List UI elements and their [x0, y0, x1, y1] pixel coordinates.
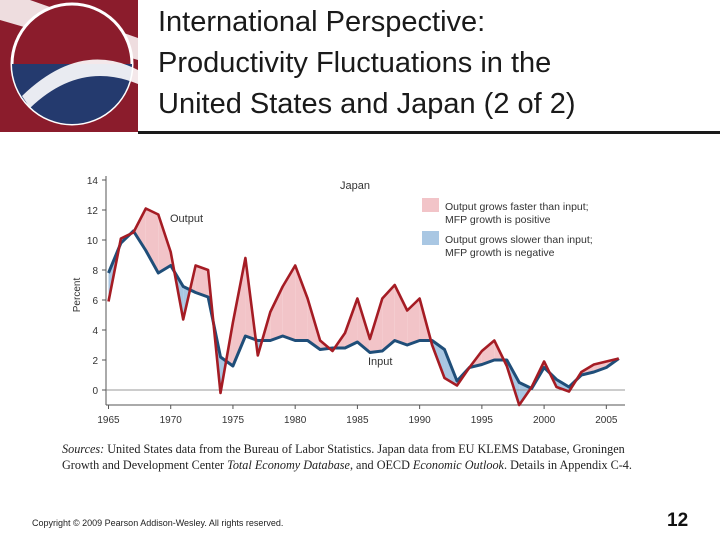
fill-positive [282, 265, 296, 341]
chart-labels: Japan Percent Output Input [72, 180, 392, 368]
fill-positive [270, 286, 283, 341]
sources-text-1: United States data from the Bureau of La… [62, 442, 625, 472]
axes: 0 2 4 6 8 10 12 14 1965 1970 1975 1980 1985 1990 1995 2… [87, 176, 625, 426]
legend-label-positive-line-2: MFP growth is positive [445, 214, 551, 226]
title-line-3: United States and Japan (2 of 2) [158, 88, 576, 120]
title-line-1: International Perspective: [158, 6, 486, 38]
input-annotation: Input [368, 356, 392, 368]
chart-container: 0 2 4 6 8 10 12 14 1965 1970 1975 1980 1985 1990 1995 2… [60, 160, 640, 440]
fill-positive [195, 265, 209, 297]
title-divider [138, 131, 720, 134]
output-annotation: Output [170, 213, 203, 225]
slide-title: International Perspective: Productivity … [158, 2, 718, 125]
legend-swatch-negative [422, 231, 439, 245]
sources-note: Sources: United States data from the Bur… [62, 441, 662, 473]
legend-label-negative-line-2: MFP growth is negative [445, 247, 555, 259]
x-tick-label: 1975 [222, 415, 245, 426]
y-tick-label: 8 [92, 266, 98, 277]
series-lines [107, 207, 620, 407]
copyright: Copyright © 2009 Pearson Addison-Wesley.… [32, 518, 284, 528]
output-line [107, 207, 620, 407]
y-tick-label: 6 [92, 296, 98, 307]
x-tick-label: 1965 [97, 415, 120, 426]
fill-positive [295, 265, 308, 341]
x-tick-label: 1980 [284, 415, 307, 426]
fill-negative [108, 247, 120, 302]
x-tick-label: 2005 [595, 415, 618, 426]
sources-text-3: . Details in Appendix C-4. [503, 458, 632, 472]
fill-positive [232, 258, 246, 366]
x-tick-label: 1985 [346, 415, 369, 426]
legend: Output grows faster than input; MFP grow… [422, 198, 593, 259]
x-tick-label: 1970 [160, 415, 183, 426]
page-number: 12 [667, 510, 689, 531]
fill-positive [133, 208, 146, 251]
y-tick-label: 14 [87, 176, 99, 187]
fill-positive [145, 208, 159, 273]
fill-positive [158, 214, 171, 273]
x-tick-label: 1995 [471, 415, 494, 426]
fill-negative [257, 340, 263, 356]
y-tick-label: 0 [92, 386, 98, 397]
legend-swatch-positive [422, 198, 439, 212]
y-axis-label: Percent [72, 278, 83, 313]
sources-label: Sources: [62, 442, 105, 456]
legend-label-negative-line-1: Output grows slower than input; [445, 234, 593, 246]
title-line-2: Productivity Fluctuations in the [158, 47, 552, 79]
logo-graphic [0, 0, 138, 132]
fill-positive [394, 285, 408, 345]
x-tick-label: 1990 [409, 415, 432, 426]
x-tick-label: 2000 [533, 415, 556, 426]
y-tick-label: 12 [87, 206, 99, 217]
productivity-chart: 0 2 4 6 8 10 12 14 1965 1970 1975 1980 1985 1990 1995 2… [72, 176, 625, 426]
y-tick-label: 4 [92, 326, 98, 337]
y-tick-label: 10 [87, 236, 99, 247]
fill-positive [407, 298, 420, 345]
chart-title: Japan [340, 180, 370, 192]
sources-italic-2: Economic Outlook [412, 458, 504, 472]
fill-positive [382, 285, 395, 351]
sources-text-2: , and OECD [349, 458, 413, 472]
fill-positive [481, 340, 495, 365]
y-tick-label: 2 [92, 356, 98, 367]
logo [0, 0, 138, 132]
legend-label-positive-line-1: Output grows faster than input; [445, 201, 589, 213]
sources-italic-1: Total Economy Database [227, 458, 350, 472]
